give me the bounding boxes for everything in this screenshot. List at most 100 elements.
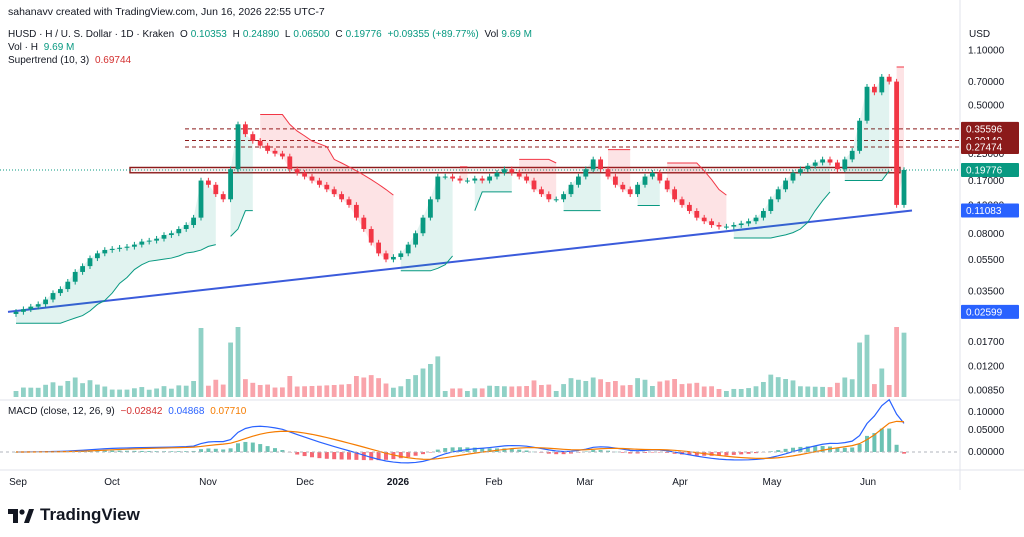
- symbol-name: HUSD · H / U. S. Dollar · 1D · Kraken: [8, 29, 175, 40]
- macd-hist-bar: [524, 450, 529, 452]
- price-badge: [961, 121, 1019, 136]
- macd-value: 0.04868: [168, 406, 205, 417]
- candle-body: [798, 169, 803, 173]
- macd-hist-bar: [635, 452, 640, 454]
- supertrend-up-line: [733, 191, 831, 239]
- macd-hist-bar: [110, 450, 115, 452]
- tradingview-logo[interactable]: TradingView: [8, 505, 140, 525]
- candle-body: [790, 172, 796, 181]
- macd-tick-label: 0.00000: [968, 447, 1005, 458]
- candle-body: [72, 271, 78, 282]
- candle-body: [613, 176, 618, 185]
- supertrend-up-fill: [400, 176, 453, 271]
- volume-bar: [857, 342, 862, 397]
- supertrend-down-line: [519, 158, 557, 164]
- candle-body: [169, 233, 174, 236]
- candle-body: [405, 244, 411, 254]
- candle-body: [191, 217, 196, 226]
- vol-label: Vol: [484, 29, 499, 40]
- candle-body: [605, 169, 611, 177]
- macd-hist-bar: [717, 452, 721, 456]
- volume-bar: [146, 389, 152, 397]
- tradingview-logo-icon: [8, 508, 34, 523]
- supertrend-down-line: [260, 114, 394, 196]
- volume-bar: [642, 379, 648, 397]
- candle-body: [43, 299, 48, 305]
- candle-body: [302, 172, 307, 177]
- macd-hist-bar: [820, 445, 825, 452]
- candle-body: [243, 124, 248, 135]
- candle-body: [139, 241, 145, 245]
- candle-body: [879, 76, 885, 93]
- candle-body: [502, 169, 507, 173]
- candle-body: [280, 153, 285, 157]
- volume-bar: [13, 391, 19, 397]
- candle-body: [176, 229, 182, 234]
- volume-bar: [250, 382, 256, 397]
- volume-legend[interactable]: Vol · H 9.69 M: [8, 42, 77, 53]
- supertrend-down-fill: [608, 149, 631, 195]
- volume-bar: [746, 388, 751, 397]
- x-tick-label: Sep: [9, 477, 27, 488]
- axis-currency: USD: [969, 29, 991, 40]
- volume-bar: [457, 388, 463, 397]
- supertrend-up-fill: [474, 169, 512, 211]
- candle-body: [775, 189, 781, 200]
- y-tick-label: 0.01200: [968, 361, 1005, 372]
- candle-body: [265, 145, 270, 151]
- candle-body: [679, 199, 685, 205]
- candle-body: [413, 233, 418, 245]
- volume-bar: [620, 385, 626, 397]
- open-value: 0.10353: [190, 29, 227, 40]
- supertrend-up-fill: [563, 159, 601, 211]
- volume-bar: [635, 378, 640, 397]
- volume-bar: [775, 377, 781, 397]
- volume-bar: [709, 386, 714, 397]
- macd-tick-label: 0.10000: [968, 407, 1005, 418]
- macd-hist-bar: [339, 452, 344, 460]
- volume-bar: [842, 377, 848, 397]
- volume-bar: [398, 386, 404, 397]
- volume-bar: [657, 381, 663, 397]
- candle-body: [58, 289, 63, 294]
- macd-hist-bar: [295, 452, 300, 455]
- volume-bar: [701, 386, 707, 397]
- macd-hist-bar: [598, 450, 603, 452]
- candle-body: [783, 180, 788, 190]
- candle-body: [228, 169, 233, 200]
- candle-body: [731, 225, 737, 227]
- volume-bar: [435, 356, 441, 397]
- candle-body: [124, 246, 130, 248]
- candle-body: [516, 172, 522, 177]
- supertrend-up-fill: [637, 172, 660, 206]
- volume-bar: [80, 383, 85, 397]
- supertrend-label: Supertrend (10, 3): [8, 55, 90, 66]
- y-tick-label: 0.70000: [968, 77, 1005, 88]
- volume-bar: [361, 377, 367, 397]
- supertrend-legend[interactable]: Supertrend (10, 3) 0.69744: [8, 55, 134, 66]
- macd-hist-bar: [872, 433, 877, 452]
- volume-bar: [627, 385, 633, 397]
- candle-body: [287, 156, 293, 170]
- candle-body: [132, 244, 137, 247]
- candle-body: [398, 253, 404, 257]
- macd-legend[interactable]: MACD (close, 12, 26, 9) −0.02842 0.04868…: [8, 406, 249, 417]
- volume-bar: [368, 375, 374, 397]
- macd-label: MACD (close, 12, 26, 9): [8, 406, 115, 417]
- macd-hist-bar: [865, 435, 869, 452]
- volume-label: Vol · H: [8, 42, 39, 53]
- macd-hist-bar: [687, 452, 692, 456]
- volume-bar: [568, 378, 574, 397]
- volume-bar: [302, 386, 307, 397]
- volume-bar: [428, 364, 433, 397]
- macd-hist-bar: [509, 448, 514, 452]
- volume-bar: [679, 384, 685, 397]
- volume-bar: [820, 386, 825, 397]
- candle-body: [183, 225, 189, 230]
- volume-bar: [154, 388, 159, 397]
- macd-hist-bar: [776, 450, 781, 452]
- candle-body: [746, 221, 751, 224]
- macd-hist-bar: [694, 452, 699, 456]
